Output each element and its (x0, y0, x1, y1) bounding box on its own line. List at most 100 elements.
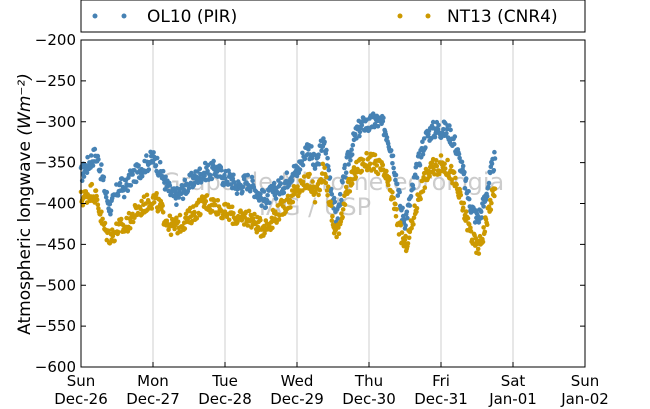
data-point (310, 179, 315, 184)
x-tick-label-date: Dec-30 (342, 390, 396, 408)
data-point (384, 135, 390, 140)
data-point (99, 209, 104, 215)
data-point (488, 207, 494, 212)
data-point (492, 193, 497, 199)
data-point (405, 241, 411, 246)
x-tick-label-date: Dec-31 (414, 390, 468, 408)
data-point (486, 184, 491, 190)
data-point (391, 195, 396, 201)
series-nt13-cnr4- (78, 150, 498, 256)
data-point (357, 133, 362, 139)
y-tick-label: −500 (35, 276, 76, 294)
data-point (130, 219, 136, 225)
data-point (395, 193, 401, 198)
data-point (144, 192, 150, 198)
data-point (307, 171, 312, 177)
data-point (397, 189, 402, 195)
data-point (328, 203, 334, 208)
data-point (408, 193, 414, 199)
data-point (406, 235, 412, 241)
data-point (463, 209, 469, 214)
data-point (94, 197, 100, 203)
data-point (360, 157, 366, 163)
y-tick-label: −550 (35, 317, 76, 335)
data-point (357, 129, 363, 135)
data-point (459, 159, 465, 165)
data-point (402, 240, 407, 246)
data-point (476, 251, 482, 256)
x-tick-label-date: Dec-29 (270, 390, 324, 408)
data-point (426, 132, 431, 137)
data-point (288, 205, 293, 210)
data-point (104, 189, 110, 195)
data-point (180, 196, 186, 202)
data-point (328, 199, 333, 204)
data-point (106, 228, 111, 234)
data-point (302, 156, 308, 162)
data-point (157, 159, 163, 165)
data-point (380, 162, 386, 168)
data-point (394, 207, 399, 212)
data-point (409, 225, 414, 231)
data-point (284, 170, 290, 175)
data-point (393, 201, 398, 207)
legend: OL10 (PIR) NT13 (CNR4) (80, 0, 586, 33)
data-point (194, 216, 200, 221)
x-tick-label-day: Sun (67, 372, 96, 390)
data-point (390, 161, 395, 166)
data-point (215, 198, 221, 203)
y-tick-label: −400 (35, 195, 76, 213)
data-point (436, 122, 441, 128)
data-point (115, 229, 121, 235)
data-point (139, 174, 145, 179)
data-point (210, 162, 216, 168)
data-point (203, 199, 209, 204)
data-point (387, 177, 392, 182)
data-point (89, 181, 95, 187)
data-point (241, 222, 247, 227)
legend-marker (92, 13, 98, 19)
data-point (99, 162, 104, 167)
data-point (491, 168, 497, 173)
data-point (434, 163, 440, 169)
data-point (452, 134, 458, 139)
data-point (391, 165, 396, 171)
data-point (96, 157, 101, 162)
data-point (97, 167, 103, 173)
data-point (182, 177, 188, 183)
data-point (92, 146, 98, 152)
data-point (204, 193, 210, 198)
data-point (250, 178, 255, 184)
data-point (297, 167, 303, 172)
data-point (460, 163, 466, 169)
data-point (144, 153, 149, 158)
data-point (322, 139, 327, 145)
data-point (331, 195, 337, 201)
data-point (235, 219, 240, 224)
data-point (168, 232, 174, 238)
data-point (461, 200, 467, 206)
data-point (174, 215, 179, 221)
data-point (484, 194, 490, 199)
y-tick-label: −200 (35, 31, 76, 49)
data-point (163, 174, 168, 180)
data-point (449, 177, 455, 182)
data-point (480, 239, 486, 245)
data-point (403, 233, 408, 239)
data-point (177, 212, 183, 218)
data-point (411, 215, 417, 221)
data-point (295, 184, 300, 189)
data-point (390, 153, 396, 159)
data-point (463, 176, 469, 181)
data-point (454, 182, 459, 187)
data-point (154, 155, 160, 161)
data-point (276, 217, 282, 222)
data-point (258, 191, 263, 197)
data-point (468, 229, 474, 234)
data-point (125, 229, 131, 234)
data-point (121, 194, 127, 200)
data-point (231, 179, 237, 185)
data-point (466, 189, 471, 194)
data-point (222, 176, 228, 181)
data-point (374, 163, 380, 168)
